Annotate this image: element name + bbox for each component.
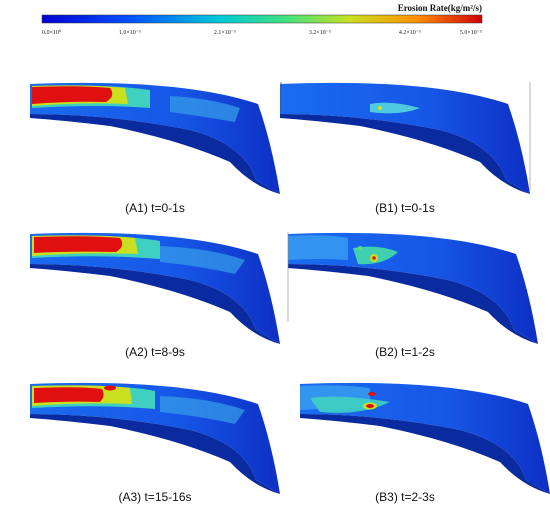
colorbar-tick-label: 5.0×10⁻⁵ — [460, 30, 482, 36]
colorbar-title: Erosion Rate(kg/m²/s) — [398, 3, 482, 13]
blade-b3 — [300, 382, 550, 494]
blade-a1 — [30, 82, 280, 194]
blade-a2 — [30, 232, 280, 344]
colorbar-ticks: 0.0×10⁰ 1.0×10⁻⁵ 2.1×10⁻⁵ 3.2×10⁻⁵ 4.2×10⁻⁵ 5… — [42, 29, 482, 36]
panel-labels: (A1) t=0-1s (B1) t=0-1s (A2) t=8-9s (B2) t=… — [118, 201, 434, 504]
panel-label: (A2) t=8-9s — [125, 345, 185, 359]
panel-label: (A3) t=15-16s — [118, 490, 191, 504]
colorbar-tick-label: 2.1×10⁻⁵ — [214, 30, 236, 36]
blade-a3 — [30, 382, 280, 494]
panel-label: (B1) t=0-1s — [375, 201, 435, 215]
colorbar — [41, 14, 483, 24]
blade-b2 — [287, 232, 538, 344]
colorbar-tick-label: 4.2×10⁻⁵ — [399, 30, 421, 36]
colorbar-tick-label: 1.0×10⁻⁵ — [119, 30, 141, 36]
colorbar-tick-label: 0.0×10⁰ — [42, 29, 62, 36]
panel-label: (B2) t=1-2s — [375, 345, 435, 359]
panel-label: (B3) t=2-3s — [375, 490, 435, 504]
colorbar-tick-label: 3.2×10⁻⁵ — [309, 30, 331, 36]
blade-b1 — [280, 82, 530, 194]
panel-label: (A1) t=0-1s — [125, 201, 185, 215]
